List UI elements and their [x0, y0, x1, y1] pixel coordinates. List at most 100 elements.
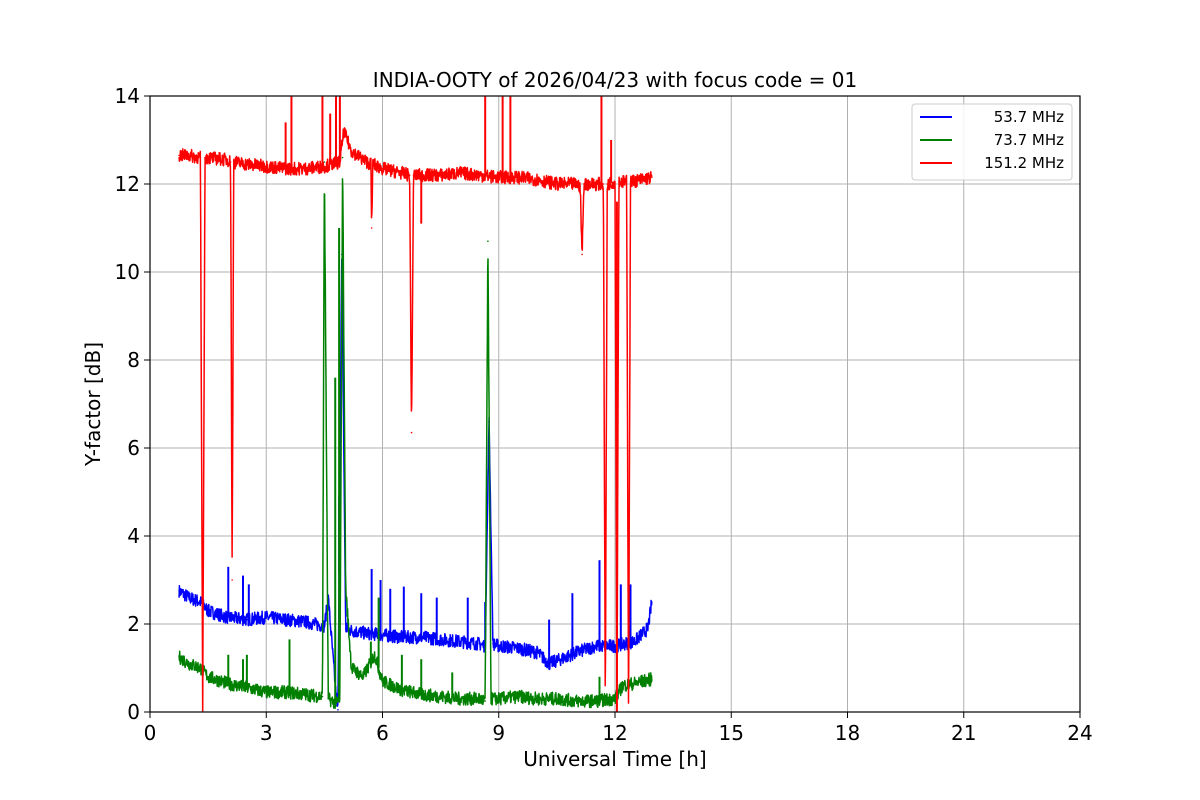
- legend-entry: 73.7 MHz: [994, 131, 1064, 149]
- data-point: [321, 695, 324, 698]
- data-point: [337, 709, 339, 711]
- data-point: [410, 431, 413, 434]
- data-point: [459, 172, 461, 174]
- data-point: [350, 629, 353, 632]
- data-point: [556, 698, 558, 700]
- data-point: [497, 645, 500, 647]
- data-point: [487, 240, 489, 242]
- data-point: [484, 700, 486, 702]
- data-point: [497, 176, 500, 179]
- data-point: [594, 183, 597, 185]
- data-point: [304, 621, 306, 623]
- data-point: [350, 150, 353, 152]
- data-point: [478, 174, 481, 176]
- data-point: [187, 596, 190, 599]
- y-tick-label: 8: [127, 348, 140, 372]
- data-point: [517, 695, 519, 698]
- data-point: [478, 698, 481, 700]
- data-point: [490, 698, 492, 700]
- data-point: [583, 183, 585, 185]
- data-point: [199, 601, 202, 603]
- data-point: [284, 691, 287, 693]
- data-point: [517, 176, 519, 179]
- data-point: [621, 684, 624, 687]
- y-axis-label: Y-factor [dB]: [81, 342, 105, 467]
- data-point: [536, 178, 539, 181]
- data-point: [265, 165, 268, 168]
- legend-entry: 151.2 MHz: [984, 154, 1064, 172]
- data-point: [341, 156, 344, 159]
- data-point: [178, 590, 180, 592]
- data-point: [459, 698, 461, 700]
- data-point: [304, 693, 306, 696]
- data-point: [412, 174, 415, 176]
- series-0: [178, 253, 653, 711]
- data-point: [651, 678, 653, 680]
- legend: 53.7 MHz 73.7 MHz 151.2 MHz: [911, 103, 1073, 181]
- data-point: [556, 183, 558, 185]
- x-tick-label: 12: [602, 721, 627, 745]
- x-tick-label: 9: [492, 721, 505, 745]
- x-tick-label: 18: [835, 721, 860, 745]
- series-line: [178, 127, 653, 712]
- data-point: [492, 643, 494, 645]
- x-tick-label: 6: [376, 721, 389, 745]
- series-line: [178, 178, 653, 709]
- data-point: [232, 161, 235, 163]
- data-point: [381, 634, 384, 636]
- data-point: [594, 700, 597, 702]
- series-line: [178, 258, 653, 707]
- data-point: [350, 667, 353, 669]
- data-point: [581, 253, 583, 256]
- y-tick-label: 4: [127, 524, 140, 548]
- data-point: [439, 695, 442, 698]
- data-point: [323, 165, 326, 168]
- data-point: [327, 698, 330, 700]
- data-point: [602, 183, 605, 185]
- data-point: [344, 588, 347, 590]
- y-tick-label: 10: [115, 260, 140, 284]
- x-axis-label: Universal Time [h]: [523, 747, 706, 771]
- data-point: [620, 181, 622, 183]
- data-point: [246, 618, 248, 621]
- data-point: [614, 645, 616, 647]
- data-point: [459, 640, 461, 643]
- data-point: [231, 579, 233, 581]
- data-point: [204, 156, 206, 159]
- data-point: [575, 651, 578, 654]
- data-point: [536, 698, 539, 700]
- data-point: [362, 159, 364, 161]
- x-tick-label: 3: [260, 721, 273, 745]
- data-point: [344, 627, 347, 630]
- data-point: [229, 161, 232, 163]
- data-point: [439, 174, 442, 176]
- data-point: [370, 163, 372, 165]
- data-point: [651, 601, 653, 603]
- data-point: [606, 183, 609, 185]
- chart-title: INDIA-OOTY of 2026/04/23 with focus code…: [373, 68, 857, 92]
- data-point: [207, 156, 209, 159]
- data-point: [342, 130, 345, 132]
- data-point: [304, 167, 306, 170]
- data-point: [614, 181, 616, 183]
- data-point: [323, 625, 326, 627]
- data-point: [575, 700, 578, 702]
- data-point: [633, 640, 636, 643]
- data-point: [265, 691, 268, 693]
- data-point: [370, 227, 373, 229]
- y-tick-label: 14: [115, 84, 140, 108]
- data-point: [497, 698, 500, 700]
- y-tick-label: 6: [127, 436, 140, 460]
- y-tick-label: 12: [115, 172, 140, 196]
- data-point: [246, 163, 248, 165]
- x-tick-label: 24: [1067, 721, 1092, 745]
- data-point: [618, 181, 620, 183]
- x-tick-label: 15: [719, 721, 744, 745]
- data-point: [178, 154, 180, 157]
- data-point: [633, 682, 636, 685]
- data-point: [401, 636, 403, 638]
- data-point: [517, 647, 519, 649]
- data-point: [187, 154, 190, 157]
